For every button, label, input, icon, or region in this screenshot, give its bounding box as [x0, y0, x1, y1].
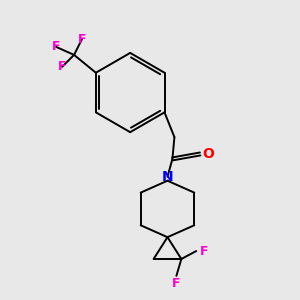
Text: F: F: [78, 32, 86, 46]
Text: N: N: [162, 170, 173, 184]
Text: F: F: [200, 244, 208, 258]
Text: O: O: [202, 147, 214, 161]
Text: F: F: [172, 277, 181, 290]
Text: F: F: [52, 40, 61, 53]
Text: F: F: [58, 60, 66, 73]
